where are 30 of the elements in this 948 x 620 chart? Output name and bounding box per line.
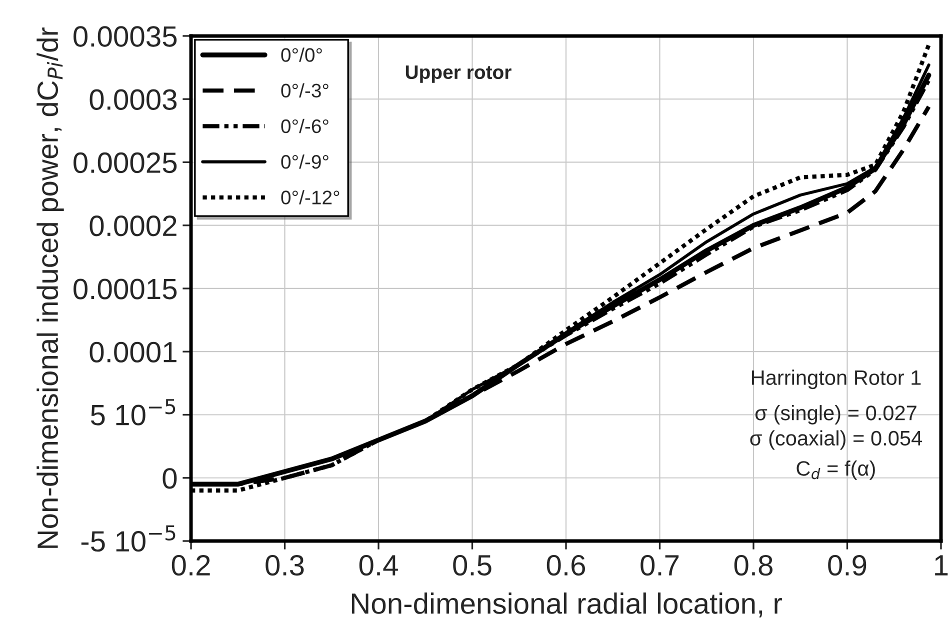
annotation: C$_{d}$ = f(α): [796, 460, 875, 480]
y-tick-label: 0.0002: [90, 216, 176, 236]
annotation: σ (coaxial) = 0.054: [750, 430, 922, 450]
y-axis-title: Non-dimensional induced power, dC$_{Pi}$/dr: [36, 27, 64, 548]
x-tick-label: 0.6: [546, 554, 585, 576]
x-tick-label: 0.2: [172, 554, 210, 576]
x-tick-label: 1: [935, 555, 948, 576]
y-tick-label: 0.00015: [74, 278, 177, 300]
legend-label: 0°/0°: [281, 48, 322, 62]
legend-label: 0°/-9°: [281, 154, 328, 169]
x-tick-label: 0.5: [453, 554, 492, 576]
x-tick-label: 0.8: [734, 554, 772, 576]
x-tick-label: 0.9: [828, 554, 866, 576]
y-tick-label: 0.00035: [74, 26, 177, 47]
legend-label: 0°/-3°: [281, 83, 328, 98]
y-tick-label: 0.00025: [74, 152, 177, 174]
x-axis-title: Non-dimensional radial location, r: [352, 592, 782, 618]
y-tick-label: 0.0003: [90, 89, 177, 110]
x-tick-label: 0.3: [266, 554, 304, 576]
y-tick-label: 0.0001: [90, 342, 176, 362]
annotation: σ (single) = 0.027: [755, 405, 916, 424]
y-tick-label: -5 10$^{−5}$: [81, 525, 176, 552]
x-tick-label: 0.7: [640, 554, 679, 576]
annotation: Harrington Rotor 1: [752, 370, 921, 390]
legend-label: 0°/-12°: [281, 190, 340, 204]
y-tick-label: 0: [162, 468, 177, 489]
y-tick-label: 5 10$^{−5}$: [90, 399, 176, 426]
legend-label: 0°/-6°: [281, 118, 328, 134]
x-tick-label: 0.4: [359, 554, 398, 576]
annotation: Upper rotor: [406, 65, 512, 83]
